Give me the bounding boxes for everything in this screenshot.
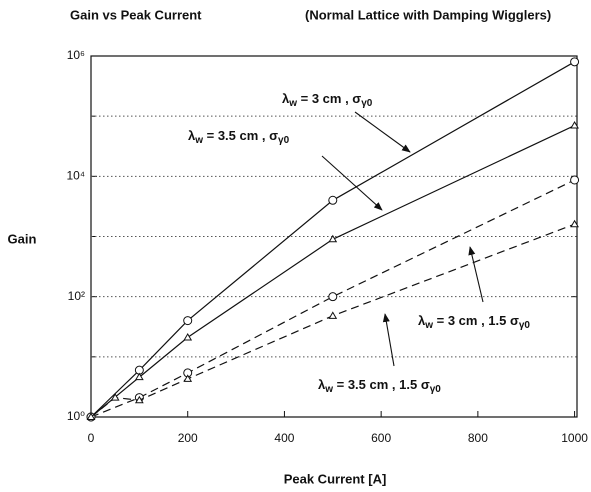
marker bbox=[134, 372, 144, 381]
x-tick-label: 1000 bbox=[561, 431, 588, 445]
annotation-arrow bbox=[382, 313, 395, 367]
x-tick-label: 600 bbox=[371, 431, 391, 445]
annotation-arrow bbox=[354, 111, 411, 153]
annotation-part: = 3 cm , 1.5 σ bbox=[433, 313, 519, 328]
marker bbox=[328, 195, 338, 205]
annotation-part: λ bbox=[188, 128, 196, 143]
annotation-part: = 3.5 cm , 1.5 σ bbox=[333, 377, 430, 392]
annotation-part: λ bbox=[282, 91, 290, 106]
annotation-part: λ bbox=[318, 377, 326, 392]
annotation-part: w bbox=[324, 384, 333, 395]
series-line bbox=[90, 223, 575, 418]
y-tick-label: 10² bbox=[68, 289, 85, 303]
marker bbox=[570, 175, 580, 185]
series-annotation: λw = 3 cm , σγ0 bbox=[282, 91, 373, 108]
annotation-part: γ0 bbox=[278, 135, 290, 146]
annotation-part: w bbox=[288, 98, 297, 109]
marker bbox=[328, 292, 338, 302]
marker bbox=[183, 332, 193, 341]
y-axis-label: Gain bbox=[8, 231, 37, 246]
series-annotation: λw = 3.5 cm , 1.5 σγ0 bbox=[318, 377, 441, 394]
marker bbox=[570, 120, 579, 129]
y-tick-label: 10⁶ bbox=[67, 48, 85, 62]
marker bbox=[134, 395, 144, 404]
y-tick-label: 10⁴ bbox=[66, 169, 85, 183]
chart-subtitle: (Normal Lattice with Damping Wigglers) bbox=[305, 7, 551, 22]
marker bbox=[570, 219, 579, 228]
annotation-part: γ0 bbox=[430, 384, 442, 395]
marker bbox=[183, 316, 193, 326]
annotation-part: = 3.5 cm , σ bbox=[203, 128, 278, 143]
series-line bbox=[90, 124, 575, 418]
marker bbox=[183, 374, 193, 382]
annotation-arrow bbox=[468, 246, 484, 303]
annotation-arrow bbox=[321, 155, 383, 211]
marker bbox=[570, 57, 580, 67]
annotation-part: = 3 cm , σ bbox=[297, 91, 361, 106]
annotation-part: w bbox=[194, 135, 203, 146]
annotation-part: λ bbox=[418, 313, 426, 328]
marker bbox=[328, 311, 338, 319]
chart-title: Gain vs Peak Current bbox=[70, 7, 202, 22]
y-tick-label: 10⁰ bbox=[67, 409, 85, 423]
marker bbox=[110, 393, 120, 401]
annotation-part: γ0 bbox=[519, 320, 531, 331]
series-annotation: λw = 3 cm , 1.5 σγ0 bbox=[418, 313, 530, 330]
annotation-part: w bbox=[424, 320, 433, 331]
marker bbox=[86, 412, 96, 420]
series-annotation: λw = 3.5 cm , σγ0 bbox=[188, 128, 290, 145]
x-tick-label: 200 bbox=[178, 431, 198, 445]
marker bbox=[328, 234, 338, 243]
x-tick-label: 400 bbox=[274, 431, 294, 445]
x-tick-label: 800 bbox=[468, 431, 488, 445]
x-axis-label: Peak Current [A] bbox=[284, 471, 387, 486]
annotation-part: γ0 bbox=[361, 98, 373, 109]
x-tick-label: 0 bbox=[88, 431, 95, 445]
